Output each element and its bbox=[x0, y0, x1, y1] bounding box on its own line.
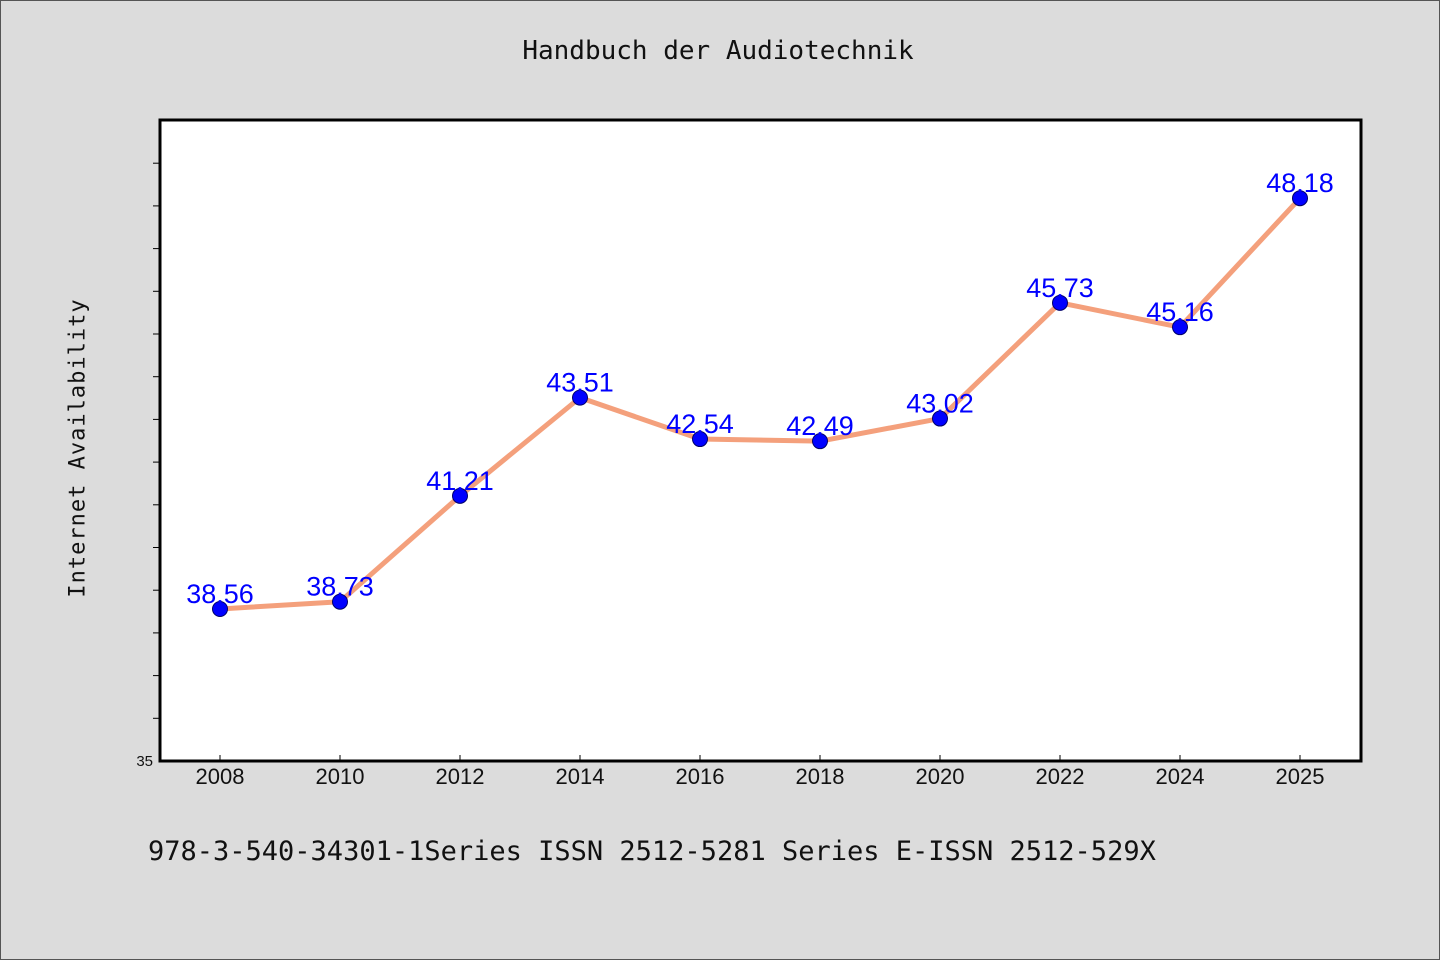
data-label: 38.56 bbox=[186, 579, 254, 609]
data-point bbox=[452, 487, 468, 504]
data-labels: 38.56 38.73 41.21 43.51 42.54 42.49 43.02 45.73… bbox=[186, 168, 1334, 609]
data-point bbox=[932, 410, 948, 427]
series-line bbox=[217, 195, 1303, 612]
chart-title: Handbuch der Audiotechnik bbox=[522, 36, 914, 66]
x-tick-label: 2022 bbox=[1036, 764, 1085, 789]
x-tick-label: 2020 bbox=[916, 764, 965, 789]
data-label: 43.51 bbox=[546, 368, 614, 398]
x-tick-labels: 2008 2010 2012 2014 2016 2018 2020 2022 2024 2025 bbox=[196, 764, 1325, 789]
data-point bbox=[1052, 294, 1068, 311]
footer-isbn-text: 978-3-540-34301-1Series ISSN 2512-5281 S… bbox=[148, 836, 1156, 867]
x-tick-label: 2024 bbox=[1156, 764, 1205, 789]
x-tick-label: 2016 bbox=[676, 764, 725, 789]
data-point bbox=[692, 431, 708, 448]
data-label: 48.18 bbox=[1266, 168, 1334, 198]
data-label: 38.73 bbox=[306, 572, 374, 602]
x-tick-label: 2010 bbox=[316, 764, 365, 789]
data-point bbox=[572, 389, 588, 406]
series-markers bbox=[212, 190, 1308, 617]
data-label: 45.16 bbox=[1146, 297, 1214, 327]
x-tick-label: 2012 bbox=[436, 764, 485, 789]
data-point bbox=[812, 433, 828, 450]
x-tick-label: 2025 bbox=[1276, 764, 1325, 789]
x-tick-label: 2014 bbox=[556, 764, 605, 789]
data-point bbox=[1292, 190, 1308, 207]
data-point bbox=[332, 593, 348, 610]
data-label: 42.54 bbox=[666, 409, 734, 439]
x-tick-label: 2008 bbox=[196, 764, 245, 789]
data-label: 42.49 bbox=[786, 411, 854, 441]
data-label: 45.73 bbox=[1026, 273, 1094, 303]
data-point bbox=[1172, 319, 1188, 336]
y-tick-label-min: 35 bbox=[136, 753, 153, 770]
data-point bbox=[212, 600, 228, 617]
data-label: 43.02 bbox=[906, 389, 974, 419]
data-label: 41.21 bbox=[426, 466, 494, 496]
x-axis-ticks bbox=[219, 755, 1301, 761]
x-tick-label: 2018 bbox=[796, 764, 845, 789]
y-axis-ticks bbox=[153, 162, 160, 719]
